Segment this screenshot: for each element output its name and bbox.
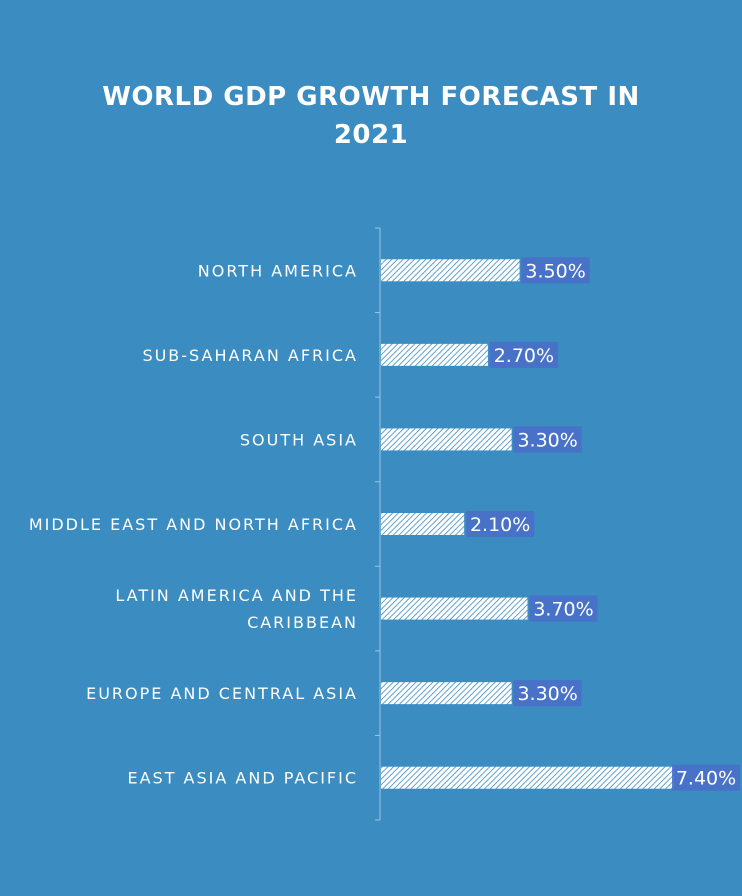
data-label-box bbox=[513, 426, 582, 453]
data-label: 2.10% bbox=[470, 514, 530, 536]
bar bbox=[381, 766, 674, 789]
data-label: 3.50% bbox=[525, 260, 585, 282]
data-label-box bbox=[529, 595, 598, 622]
bar bbox=[381, 428, 512, 451]
data-label-box bbox=[521, 257, 590, 284]
category-label: SOUTH ASIA bbox=[240, 430, 358, 449]
bar bbox=[381, 597, 528, 620]
bars-group: 3.50% 2.70% 3.30% 2.10% 3.70% 3.30% 7.40% bbox=[381, 257, 740, 791]
category-label: MIDDLE EAST AND NORTH AFRICA bbox=[29, 515, 358, 534]
data-label-box bbox=[489, 341, 558, 368]
data-label: 3.70% bbox=[533, 599, 593, 621]
category-labels-group: NORTH AMERICA SUB-SAHARAN AFRICA SOUTH ASI… bbox=[29, 261, 358, 788]
category-label: EAST ASIA AND PACIFIC bbox=[127, 769, 358, 788]
bar bbox=[381, 343, 488, 366]
category-label: LATIN AMERICA AND THE CARIBBEAN bbox=[115, 586, 358, 632]
y-axis bbox=[375, 227, 381, 821]
bar bbox=[381, 513, 465, 535]
data-label-box bbox=[513, 680, 582, 707]
category-label: SUB-SAHARAN AFRICA bbox=[142, 346, 358, 365]
data-label-box bbox=[466, 511, 535, 537]
data-label: 3.30% bbox=[517, 429, 577, 451]
data-label: 7.40% bbox=[676, 768, 736, 790]
chart-title: WORLD GDP GROWTH FORECAST IN 2021 bbox=[0, 78, 742, 154]
data-label-box bbox=[672, 764, 740, 791]
data-label: 3.30% bbox=[517, 683, 577, 705]
chart-title-line-2: 2021 bbox=[333, 120, 409, 150]
data-label: 2.70% bbox=[494, 345, 554, 367]
category-label: NORTH AMERICA bbox=[198, 261, 358, 280]
bar bbox=[381, 259, 520, 282]
chart-title-line-1: WORLD GDP GROWTH FORECAST IN bbox=[102, 82, 640, 112]
bar bbox=[381, 682, 512, 705]
category-label: EUROPE AND CENTRAL ASIA bbox=[86, 684, 358, 703]
